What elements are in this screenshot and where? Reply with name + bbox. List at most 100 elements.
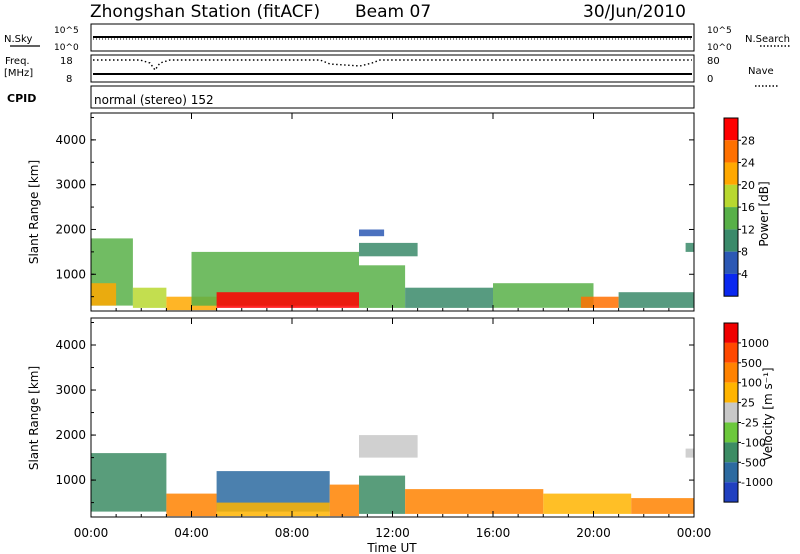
power-colorbar-tick-label: 28 [741,134,755,147]
time-tick-label: 08:00 [275,526,310,540]
freq-right-tick-top: 80 [707,56,720,67]
freq-label-line2: [MHz] [4,68,33,79]
power-cell [405,287,493,308]
velocity-colorbar-tick-label: -25 [741,417,759,430]
power-colorbar: 4 8 12 16 20 24 28 [723,117,755,297]
power-cell [359,242,418,257]
power-colorbar-segment [724,184,738,208]
velocity-colorbar-tick-label: 1000 [741,337,769,350]
velocity-ytick-label: 1000 [55,473,86,487]
velocity-cell [359,435,418,458]
velocity-colorbar-frame [723,322,739,503]
velocity-colorbar-segment [724,362,738,383]
noise-left-tick-bottom: 10^0 [54,43,79,53]
time-axis-label: Time UT [366,541,417,554]
power-cell [216,292,359,308]
power-colorbar-tick-label: 12 [741,223,755,236]
date-label: 30/Jun/2010 [583,2,686,22]
time-tick-label: 00:00 [677,526,712,540]
velocity-ytick-label: 4000 [55,338,86,352]
power-cell [359,229,385,237]
time-tick-label: 20:00 [576,526,611,540]
freq-left-tick-top: 18 [60,56,73,67]
power-cell [618,292,694,308]
velocity-cell [216,502,330,517]
velocity-cell [91,453,167,512]
power-colorbar-segment [724,251,738,274]
noise-right-tick-top: 10^5 [707,26,732,36]
power-cell [359,265,406,308]
power-heatmap-cells [91,229,694,311]
freq-label-line1: Freq. [5,56,30,67]
velocity-colorbar-segment [724,462,738,483]
velocity-cell [543,493,632,514]
velocity-cell [166,493,217,517]
velocity-cell [685,448,694,458]
freq-panel-frame [90,54,695,83]
power-colorbar-segment [724,140,738,163]
time-tick-label: 12:00 [375,526,410,540]
power-colorbar-tick-label: 16 [741,201,755,214]
freq-left-tick-bottom: 8 [66,74,72,85]
velocity-ytick-label: 2000 [55,428,86,442]
noise-right-tick-bottom: 10^0 [707,43,732,53]
power-cell [580,296,619,308]
power-colorbar-tick-label: 4 [741,268,748,281]
velocity-colorbar-segment [724,482,738,503]
cpid-panel-frame [90,85,695,109]
velocity-colorbar-segment [724,382,738,403]
velocity-colorbar-tick-label: 25 [741,397,755,410]
power-ytick-label: 1000 [55,267,86,281]
power-colorbar-segment [724,229,738,252]
power-cell [685,242,694,252]
power-colorbar-segment [724,118,738,141]
time-axis-ticks: 00:00 04:00 08:00 12:00 16:00 20:00 00:00 [74,113,712,540]
velocity-heatmap-cells [91,435,694,517]
power-cell [132,287,167,308]
cpid-text: normal (stereo) 152 [94,93,214,107]
velocity-cell [359,475,406,514]
velocity-ytick-label: 3000 [55,383,86,397]
power-y-axis-label: Slant Range [km] [27,160,41,264]
velocity-colorbar-segment [724,422,738,443]
velocity-colorbar-tick-label: 500 [741,357,762,370]
power-colorbar-label: Power [dB] [757,181,771,246]
power-colorbar-segment [724,162,738,185]
station-title: Zhongshan Station (fitACF) [90,2,320,22]
velocity-cell [329,484,359,517]
n-sky-label: N.Sky [4,34,32,45]
velocity-colorbar-segment [724,323,738,343]
power-cell [91,283,117,306]
time-tick-label: 00:00 [74,526,109,540]
velocity-cell [631,498,694,514]
beam-label: Beam 07 [355,2,431,22]
velocity-colorbar-segment [724,442,738,463]
velocity-colorbar: 1000 500 100 25 -25 -100 -500 -1000 [723,322,773,503]
velocity-colorbar-segment [724,402,738,423]
velocity-colorbar-segment [724,342,738,363]
power-colorbar-segment [724,273,738,297]
n-search-label: N.Search [745,34,790,45]
power-ytick-label: 2000 [55,222,86,236]
power-colorbar-tick-label: 24 [741,157,755,170]
velocity-colorbar-tick-label: 100 [741,377,762,390]
power-colorbar-segment [724,207,738,230]
freq-right-tick-bottom: 0 [707,74,713,85]
freq-trace [93,59,692,72]
time-tick-label: 04:00 [174,526,209,540]
power-y-ticks: 1000 2000 3000 4000 [55,116,694,298]
velocity-colorbar-label: Velocity [m s⁻¹] [761,367,775,460]
nave-label: Nave [748,66,774,77]
power-colorbar-tick-label: 8 [741,246,748,259]
power-ytick-label: 3000 [55,178,86,192]
time-tick-label: 16:00 [476,526,511,540]
power-ytick-label: 4000 [55,133,86,147]
velocity-colorbar-tick-label: -1000 [741,476,773,489]
velocity-y-axis-label: Slant Range [km] [27,366,41,470]
power-cell [493,283,594,308]
cpid-label: CPID [7,92,36,105]
velocity-colorbar-tick-label: -100 [741,436,766,449]
noise-panel-frame [90,23,695,52]
velocity-colorbar-tick-label: -500 [741,456,766,469]
